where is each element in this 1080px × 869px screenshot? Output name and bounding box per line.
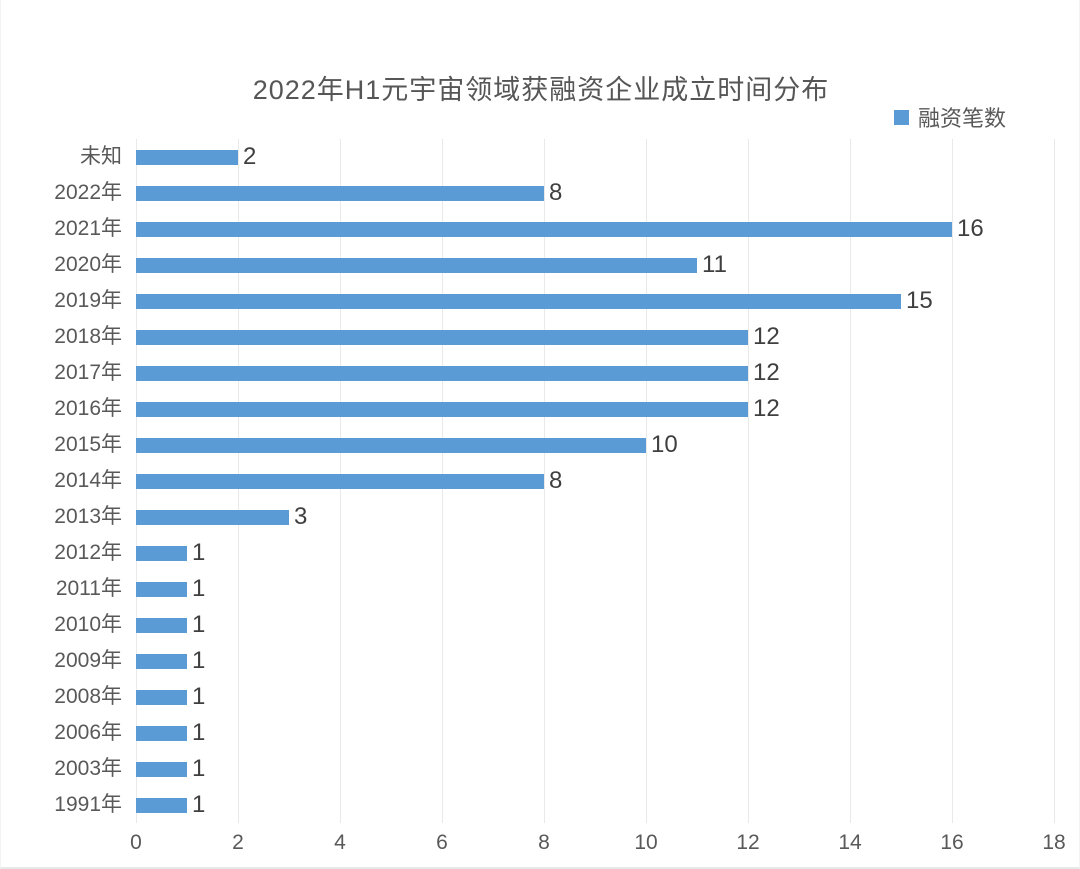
bar [136,545,187,561]
category-label: 1991年 [54,793,122,816]
value-label: 16 [957,215,984,242]
value-label: 8 [549,467,563,494]
gridline [1054,139,1055,823]
category-label: 2016年 [54,397,122,420]
bar [136,473,544,489]
value-label: 8 [549,179,563,206]
value-label: 11 [702,251,727,278]
value-label: 15 [906,287,933,314]
category-label: 2006年 [54,721,122,744]
gridline [748,139,749,823]
x-tick-label: 12 [736,831,760,854]
category-label: 2013年 [54,505,122,528]
value-label: 1 [192,791,206,818]
gridline [646,139,647,823]
x-tick-label: 4 [334,831,346,854]
bar [136,329,748,345]
x-tick-label: 2 [232,831,244,854]
value-label: 12 [753,395,780,422]
category-label: 2015年 [54,433,122,456]
category-label: 2022年 [54,181,122,204]
category-label: 2019年 [54,289,122,312]
legend-label: 融资笔数 [918,106,1007,131]
value-label: 12 [753,323,780,350]
gridline [544,139,545,823]
value-label: 10 [651,431,678,458]
category-label: 2008年 [54,685,122,708]
bar [136,689,187,705]
value-label: 1 [192,575,206,602]
category-label: 2017年 [54,361,122,384]
bar [136,725,187,741]
bar [136,149,238,165]
bar [136,437,646,453]
bar [136,365,748,381]
category-label: 2014年 [54,469,122,492]
category-label: 未知 [80,145,122,168]
value-label: 1 [192,683,206,710]
gridline [952,139,953,823]
x-tick-label: 16 [940,831,964,854]
category-label: 2018年 [54,325,122,348]
category-label: 2020年 [54,253,122,276]
x-tick-label: 14 [838,831,862,854]
chart-title: 2022年H1元宇宙领域获融资企业成立时间分布 [252,75,830,105]
category-label: 2009年 [54,649,122,672]
value-label: 1 [192,539,206,566]
category-label: 2021年 [54,217,122,240]
x-tick-label: 18 [1042,831,1066,854]
bar [136,185,544,201]
x-tick-label: 6 [436,831,448,854]
x-tick-label: 0 [130,831,142,854]
bar [136,221,952,237]
category-label: 2010年 [54,613,122,636]
bar [136,617,187,633]
gridline [850,139,851,823]
bar [136,653,187,669]
value-label: 12 [753,359,780,386]
bar [136,797,187,813]
category-label: 2011年 [55,577,122,600]
x-tick-label: 10 [634,831,658,854]
bar [136,581,187,597]
legend: 融资笔数 [894,101,1006,133]
value-label: 1 [192,611,206,638]
value-label: 1 [192,647,206,674]
value-label: 2 [243,143,257,170]
bar [136,761,187,777]
category-label: 2003年 [54,757,122,780]
value-label: 3 [294,503,308,530]
value-label: 1 [192,719,206,746]
bar [136,293,901,309]
bar [136,257,697,273]
bar [136,401,748,417]
x-tick-label: 8 [538,831,550,854]
category-label: 2012年 [54,541,122,564]
value-label: 1 [192,755,206,782]
legend-swatch-icon [894,109,909,125]
bar [136,509,289,525]
